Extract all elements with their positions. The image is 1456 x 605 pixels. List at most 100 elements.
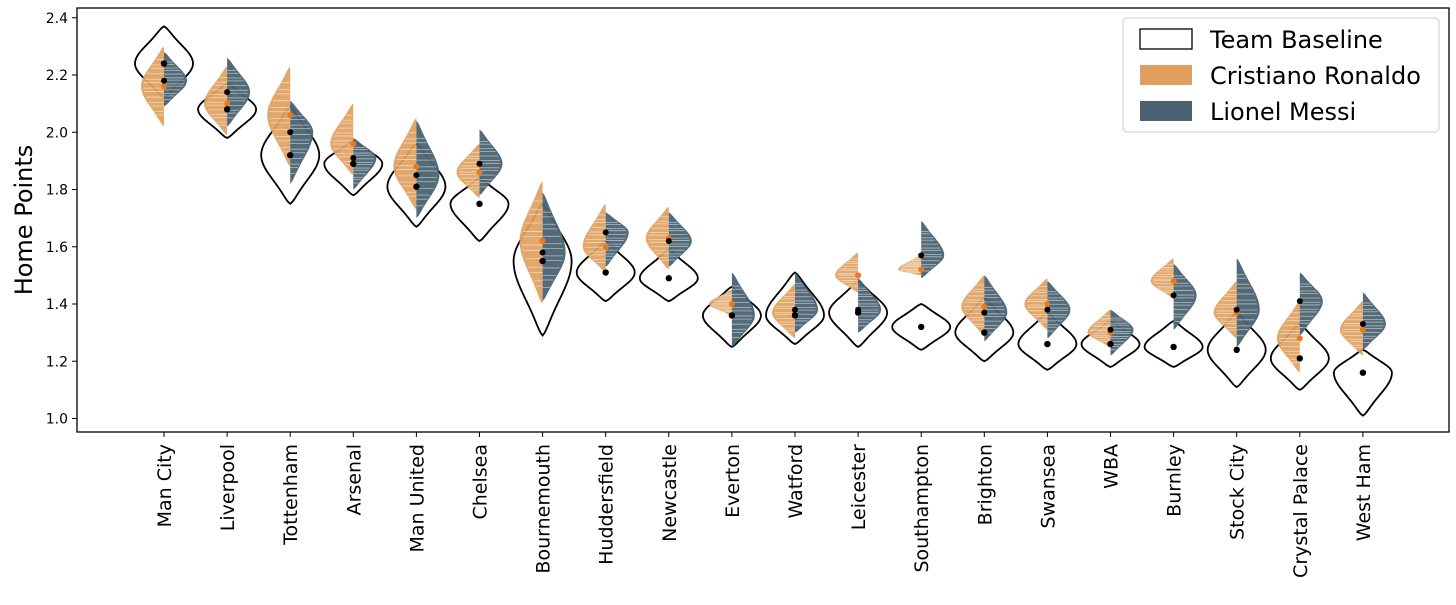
violin-group-burnley bbox=[1143, 258, 1204, 368]
messi-half-violin-watford bbox=[795, 272, 818, 333]
messi-half-violin-chelsea bbox=[479, 129, 503, 196]
baseline-mean-marker-swansea bbox=[1044, 340, 1051, 348]
ronaldo-mean-marker-burnley bbox=[1170, 278, 1177, 285]
y-axis-title: Home Points bbox=[10, 145, 38, 296]
baseline-mean-marker-newcastle bbox=[665, 275, 672, 282]
violin-group-west-ham bbox=[1332, 292, 1393, 417]
legend-swatch-team-baseline bbox=[1139, 28, 1193, 50]
baseline-violin-west-ham bbox=[1332, 348, 1393, 417]
ronaldo-half-violin-huddersfield bbox=[582, 203, 606, 273]
messi-half-violin-tottenham bbox=[290, 100, 314, 184]
y-axis-ticks: 1.0 1.2 1.4 1.6 1.8 2.0 2.2 2.4 bbox=[46, 11, 77, 428]
messi-mean-marker-man-city bbox=[161, 77, 167, 84]
messi-mean-marker-watford bbox=[792, 306, 798, 313]
y-tick-label: 1.6 bbox=[46, 240, 68, 256]
messi-half-violin-huddersfield bbox=[605, 212, 629, 267]
legend-frame bbox=[1122, 17, 1440, 133]
ronaldo-mean-marker-everton bbox=[728, 301, 735, 307]
baseline-mean-marker-huddersfield bbox=[602, 269, 609, 276]
baseline-mean-marker-tottenham bbox=[287, 151, 294, 159]
x-tick-label-brighton: Brighton bbox=[974, 444, 996, 525]
y-tick-label: 1.8 bbox=[46, 183, 68, 199]
messi-mean-marker-burnley bbox=[1170, 292, 1177, 299]
violin-group-man-united bbox=[386, 117, 447, 228]
baseline-mean-marker-chelsea bbox=[476, 200, 483, 208]
plot-frame bbox=[76, 7, 1450, 433]
ronaldo-mean-marker-huddersfield bbox=[602, 243, 609, 250]
messi-mean-marker-wba bbox=[1107, 326, 1114, 333]
ronaldo-mean-marker-bournemouth bbox=[539, 238, 546, 245]
messi-mean-marker-liverpool bbox=[224, 89, 231, 96]
x-tick-label-crystal-palace: Crystal Palace bbox=[1290, 444, 1312, 578]
messi-mean-marker-arsenal bbox=[350, 155, 357, 162]
violin-group-wba bbox=[1080, 309, 1141, 368]
baseline-mean-marker-burnley bbox=[1170, 343, 1177, 351]
messi-half-violin-swansea bbox=[1047, 281, 1071, 339]
ronaldo-half-violin-liverpool bbox=[204, 66, 228, 136]
x-tick-label-burnley: Burnley bbox=[1164, 444, 1186, 517]
y-tick-label: 1.0 bbox=[46, 412, 68, 428]
baseline-mean-marker-bournemouth bbox=[539, 257, 546, 265]
violin-group-swansea bbox=[1017, 278, 1078, 371]
baseline-mean-marker-man-united bbox=[413, 183, 420, 190]
ronaldo-mean-marker-chelsea bbox=[476, 169, 483, 176]
messi-half-violin-leicester bbox=[858, 278, 882, 333]
violins bbox=[134, 25, 1393, 417]
ronaldo-mean-marker-arsenal bbox=[350, 140, 357, 147]
legend-label-cristiano-ronaldo: Cristiano Ronaldo bbox=[1210, 62, 1421, 90]
legend-swatch-cristiano-ronaldo bbox=[1140, 65, 1192, 85]
x-tick-label-arsenal: Arsenal bbox=[343, 444, 365, 515]
messi-half-violin-wba bbox=[1110, 309, 1134, 356]
ronaldo-mean-marker-brighton bbox=[981, 303, 988, 310]
ronaldo-half-violin-tottenham bbox=[267, 66, 291, 167]
violin-group-southampton bbox=[891, 220, 952, 351]
x-tick-label-west-ham: West Ham bbox=[1353, 444, 1375, 541]
x-tick-label-stock-city: Stock City bbox=[1227, 444, 1249, 540]
ronaldo-mean-marker-man-united bbox=[413, 163, 420, 170]
ronaldo-mean-marker-southampton bbox=[918, 266, 925, 273]
ronaldo-mean-marker-man-city bbox=[161, 83, 167, 90]
baseline-mean-marker-stock-city bbox=[1233, 346, 1240, 353]
x-tick-label-chelsea: Chelsea bbox=[470, 444, 492, 520]
baseline-mean-marker-west-ham bbox=[1359, 369, 1367, 376]
messi-mean-marker-stock-city bbox=[1233, 306, 1240, 313]
x-tick-label-huddersfield: Huddersfield bbox=[596, 444, 618, 565]
messi-half-violin-crystal-palace bbox=[1299, 272, 1323, 336]
violin-group-watford bbox=[765, 271, 825, 346]
baseline-violin-man-city bbox=[134, 25, 194, 99]
messi-mean-marker-swansea bbox=[1044, 306, 1051, 313]
ronaldo-mean-marker-leicester bbox=[855, 272, 862, 279]
ronaldo-mean-marker-swansea bbox=[1044, 301, 1051, 307]
x-tick-label-newcastle: Newcastle bbox=[659, 444, 681, 542]
messi-half-violin-newcastle bbox=[668, 212, 692, 267]
baseline-mean-marker-crystal-palace bbox=[1296, 355, 1304, 362]
violin-group-man-city bbox=[134, 25, 194, 127]
messi-half-violin-man-united bbox=[416, 120, 440, 219]
messi-half-violin-bournemouth bbox=[542, 192, 566, 302]
messi-mean-marker-southampton bbox=[918, 252, 925, 259]
y-tick-label: 2.0 bbox=[46, 125, 68, 141]
legend-swatch-lionel-messi bbox=[1140, 101, 1192, 121]
messi-half-violin-brighton bbox=[984, 275, 1008, 342]
messi-mean-marker-man-united bbox=[413, 172, 420, 179]
x-tick-label-man-city: Man City bbox=[154, 444, 176, 527]
y-tick-label: 2.2 bbox=[46, 68, 68, 84]
ronaldo-mean-marker-liverpool bbox=[224, 100, 231, 107]
ronaldo-half-violin-crystal-palace bbox=[1276, 301, 1300, 373]
violin-group-brighton bbox=[954, 275, 1015, 363]
ronaldo-half-violin-newcastle bbox=[645, 206, 669, 270]
messi-mean-marker-brighton bbox=[981, 309, 988, 316]
violin-group-leicester bbox=[828, 252, 889, 348]
messi-half-violin-southampton bbox=[921, 220, 945, 279]
baseline-mean-marker-wba bbox=[1107, 340, 1114, 348]
legend: Team Baseline Cristiano Ronaldo Lionel M… bbox=[1122, 17, 1440, 133]
ronaldo-mean-marker-west-ham bbox=[1359, 326, 1366, 333]
y-tick-label: 1.4 bbox=[46, 297, 68, 313]
messi-half-violin-everton bbox=[731, 272, 755, 347]
ronaldo-half-violin-man-city bbox=[141, 46, 164, 127]
ronaldo-mean-marker-crystal-palace bbox=[1296, 335, 1303, 342]
violin-group-huddersfield bbox=[575, 203, 636, 303]
violin-group-tottenham bbox=[260, 66, 321, 206]
baseline-mean-marker-southampton bbox=[918, 323, 925, 331]
